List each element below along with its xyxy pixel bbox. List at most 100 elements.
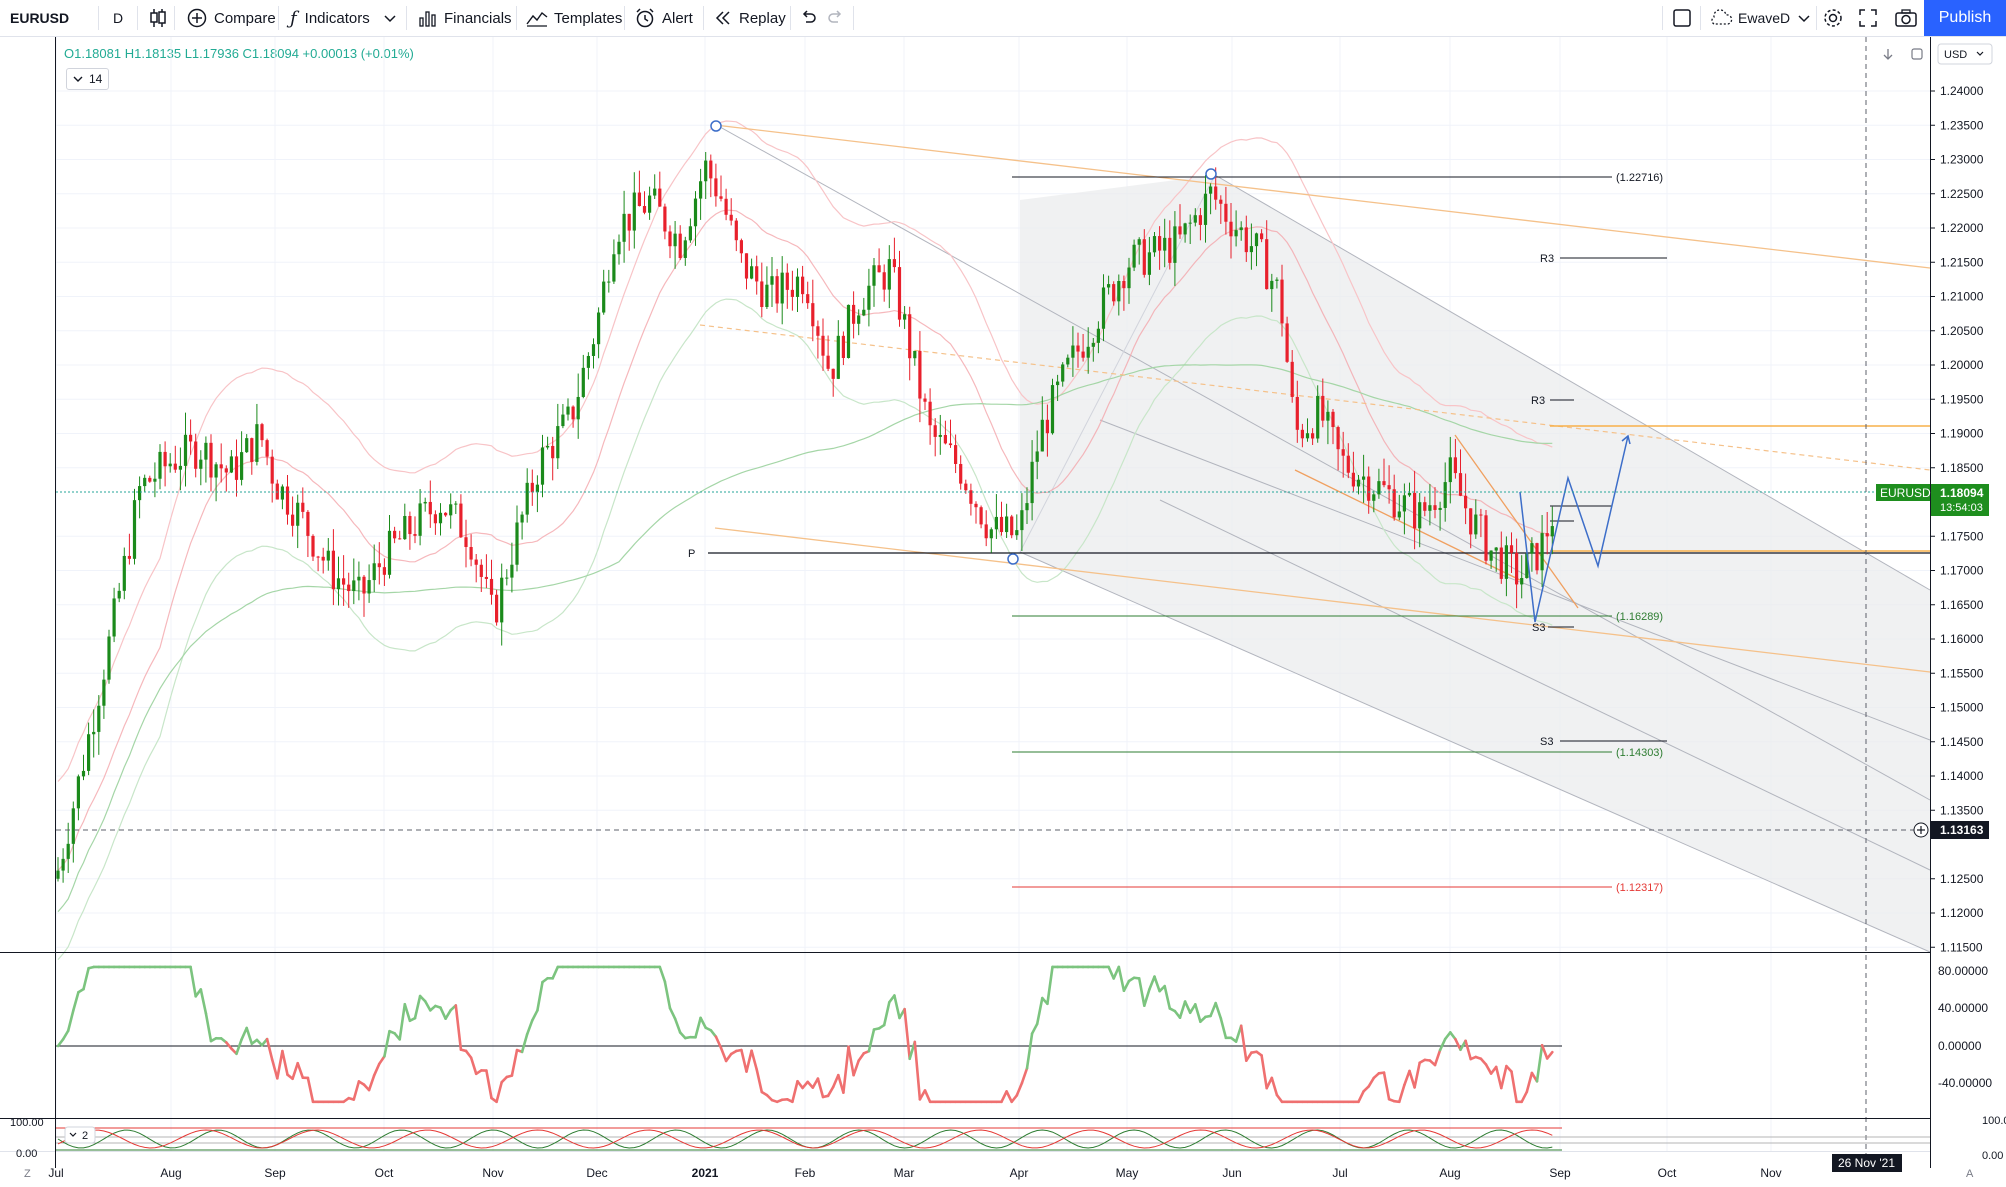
candle-body <box>1214 187 1217 200</box>
compare-label: Compare <box>214 10 276 27</box>
top-toolbar: EURUSD D Compare ƒ Indicators Financials… <box>0 0 2006 37</box>
toolbar-divider <box>406 6 407 30</box>
time-tick-label: 2021 <box>692 1166 719 1180</box>
undo-button[interactable] <box>798 0 818 36</box>
symbol-search-button[interactable]: EURUSD <box>10 0 69 36</box>
candle-body <box>592 344 595 356</box>
candle-body <box>164 452 167 466</box>
candle-body <box>1372 494 1375 500</box>
candle-body <box>1535 543 1538 570</box>
osc-segment <box>665 982 670 1008</box>
candle-body <box>658 189 661 207</box>
settings-button[interactable] <box>1822 0 1844 36</box>
candle-body <box>760 281 763 307</box>
candle-body <box>1316 396 1319 439</box>
osc-segment <box>915 1042 920 1099</box>
candle-body <box>944 435 947 443</box>
candle-body <box>301 503 304 512</box>
candle-body <box>148 478 151 482</box>
financials-button[interactable]: Financials <box>418 0 512 36</box>
candle-body <box>189 435 192 442</box>
candle-body <box>663 207 666 232</box>
alert-label: Alert <box>662 10 693 27</box>
snapshot-button[interactable] <box>1894 0 1918 36</box>
chevron-down-icon <box>1796 10 1812 26</box>
candle-body <box>1388 485 1391 489</box>
osc-segment <box>1537 1045 1542 1081</box>
candles-icon <box>148 7 168 29</box>
osc-segment <box>660 967 665 982</box>
osc-segment <box>1440 1039 1445 1050</box>
scale-controls[interactable]: USD <box>1884 44 1992 64</box>
replay-button[interactable]: Replay <box>713 0 786 36</box>
candle-body <box>521 515 524 523</box>
price-tick-label: 1.19500 <box>1940 392 1984 406</box>
candle-body <box>1189 223 1192 224</box>
osc-segment <box>374 1064 379 1075</box>
candle-body <box>1102 287 1105 328</box>
osc2-params[interactable]: 2 <box>65 1127 95 1143</box>
osc-segment <box>1165 986 1170 1008</box>
fullscreen-button[interactable] <box>1858 0 1878 36</box>
osc-segment <box>828 1087 833 1096</box>
price-tick-label: 1.16500 <box>1940 598 1984 612</box>
candle-body <box>82 771 85 776</box>
z-toggle[interactable]: Z <box>24 1168 31 1180</box>
candle-body <box>373 563 376 580</box>
redo-button[interactable] <box>826 0 846 36</box>
candle-body <box>1530 543 1533 554</box>
candle-body <box>1133 245 1136 268</box>
candle-body <box>383 567 386 575</box>
osc-segment <box>670 1008 675 1018</box>
osc-tick-label: 0.00000 <box>1938 1039 1982 1053</box>
chart-canvas[interactable]: (1.22716) R3 R3 P (1.16289) S3 S3 (1.143… <box>0 37 2006 1187</box>
osc-segment <box>752 1051 757 1070</box>
osc-segment <box>1002 1091 1007 1101</box>
templates-button[interactable]: Templates <box>526 0 622 36</box>
candle-body <box>1301 430 1304 439</box>
osc-segment <box>267 1039 272 1060</box>
candle-body <box>362 577 365 594</box>
candle-body <box>674 234 677 247</box>
osc-segment <box>1415 1063 1420 1088</box>
candle-body <box>913 351 916 358</box>
candle-body <box>347 585 350 591</box>
price-tick-label: 1.23500 <box>1940 118 1984 132</box>
candle-body <box>572 407 575 420</box>
candle-body <box>322 557 325 561</box>
financials-label: Financials <box>444 10 512 27</box>
publish-button[interactable]: Publish <box>1924 0 2006 36</box>
oscillator-pane <box>56 967 1562 1102</box>
price-tick-label: 1.24000 <box>1940 84 1984 98</box>
candle-body <box>271 457 274 484</box>
osc-segment <box>1211 1003 1216 1016</box>
osc-segment <box>1369 1078 1374 1087</box>
a-toggle[interactable]: A <box>1966 1168 1974 1180</box>
interval-button[interactable]: D <box>113 0 123 36</box>
toolbar-divider <box>1816 6 1817 30</box>
osc-segment <box>308 1078 313 1102</box>
candle-body <box>1260 233 1263 239</box>
currency-selector: USD <box>1944 49 1967 61</box>
candle-body <box>1209 187 1212 194</box>
osc-segment <box>859 1053 864 1060</box>
select-layout-button[interactable] <box>1672 0 1692 36</box>
osc-segment <box>1216 1003 1221 1018</box>
layout-menu-button[interactable]: EwaveD <box>1708 0 1812 36</box>
candle-body <box>1168 238 1171 263</box>
candle-body <box>495 595 498 623</box>
svg-text:S3: S3 <box>1540 736 1553 748</box>
candle-body <box>1199 215 1202 225</box>
indicators-button[interactable]: ƒ Indicators <box>290 0 398 36</box>
osc-tick-label: 80.00000 <box>1938 964 1988 978</box>
compare-button[interactable]: Compare <box>186 0 276 36</box>
candle-body <box>449 504 452 515</box>
candle-body <box>1143 239 1146 275</box>
candle-body <box>857 315 860 323</box>
candle-body <box>1286 323 1289 361</box>
candle-body <box>602 282 605 313</box>
osc-segment <box>1221 1018 1226 1037</box>
chart-type-button[interactable] <box>148 0 168 36</box>
alert-button[interactable]: Alert <box>634 0 693 36</box>
